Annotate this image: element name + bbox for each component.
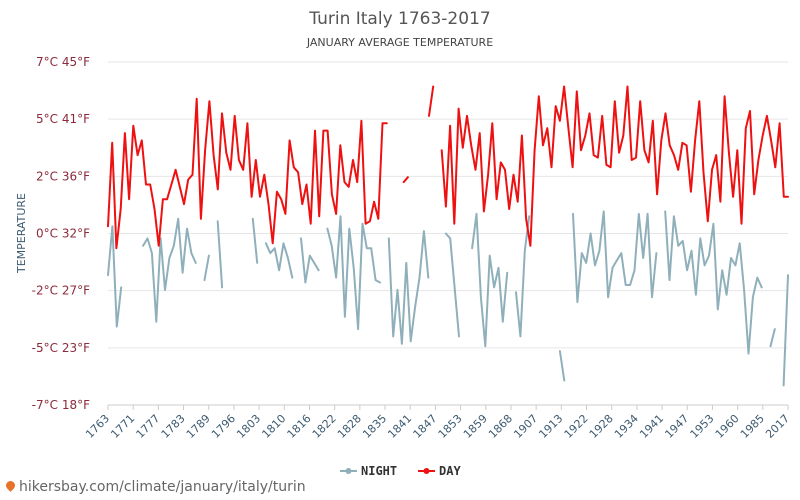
chart-title: Turin Italy 1763-2017 [308, 9, 490, 29]
y-tick-label: -2°C 27°F [32, 284, 90, 298]
location-pin-icon [4, 479, 17, 492]
x-tick-label: 1907 [511, 412, 540, 441]
y-tick-label: 7°C 45°F [36, 55, 90, 69]
series-line-day [107, 85, 789, 250]
legend-label-day: DAY [439, 464, 461, 478]
x-tick-label: 1835 [360, 412, 389, 441]
y-axis-ticks: 7°C 45°F 5°C 41°F 2°C 36°F 0°C 32°F -2°C 27°… [32, 55, 90, 412]
legend-item-night[interactable]: NIGHT [340, 464, 397, 478]
legend-label-night: NIGHT [361, 464, 397, 478]
x-tick-label: 1789 [184, 412, 213, 441]
x-tick-label: 1922 [562, 412, 591, 441]
legend-item-day[interactable]: DAY [418, 464, 461, 478]
chart-subtitle: JANUARY AVERAGE TEMPERATURE [306, 36, 493, 49]
x-tick-label: 1816 [285, 412, 314, 441]
x-tick-label: 1941 [637, 412, 666, 441]
x-tick-label: 1783 [159, 412, 188, 441]
x-tick-label: 1868 [486, 412, 515, 441]
y-tick-label: 2°C 36°F [36, 169, 90, 183]
x-tick-label: 1763 [83, 412, 112, 441]
source-url: hikersbay.com/climate/january/italy/turi… [19, 479, 306, 495]
y-tick-label: 0°C 32°F [36, 227, 90, 241]
x-tick-label: 1928 [587, 412, 616, 441]
x-tick-label: 1828 [335, 412, 364, 441]
x-tick-label: 2017 [763, 412, 792, 441]
x-tick-label: 1985 [738, 412, 767, 441]
legend: NIGHT DAY [340, 464, 461, 478]
x-tick-label: 1803 [234, 412, 263, 441]
y-tick-label: -5°C 23°F [32, 341, 90, 355]
x-tick-label: 1810 [259, 412, 288, 441]
series-lines [107, 85, 789, 387]
source-footer[interactable]: hikersbay.com/climate/january/italy/turi… [4, 479, 306, 495]
x-tick-label: 1913 [536, 412, 565, 441]
x-tick-label: 1771 [108, 412, 137, 441]
y-tick-label: 5°C 41°F [36, 112, 90, 126]
x-tick-label: 1859 [461, 412, 490, 441]
x-tick-label: 1847 [411, 412, 440, 441]
x-axis-ticks: 1763177117771783178917961803181018161822… [83, 405, 792, 441]
x-tick-label: 1947 [662, 412, 691, 441]
x-tick-label: 1796 [209, 412, 238, 441]
x-tick-label: 1841 [385, 412, 414, 441]
series-line-night [107, 210, 789, 387]
x-tick-label: 1953 [688, 412, 717, 441]
x-tick-label: 1934 [612, 412, 641, 441]
x-tick-label: 1960 [713, 412, 742, 441]
y-axis-label: TEMPERATURE [15, 193, 28, 274]
x-tick-label: 1853 [436, 412, 465, 441]
x-tick-label: 1777 [134, 412, 163, 441]
y-tick-label: -7°C 18°F [32, 398, 90, 412]
x-tick-label: 1822 [310, 412, 339, 441]
